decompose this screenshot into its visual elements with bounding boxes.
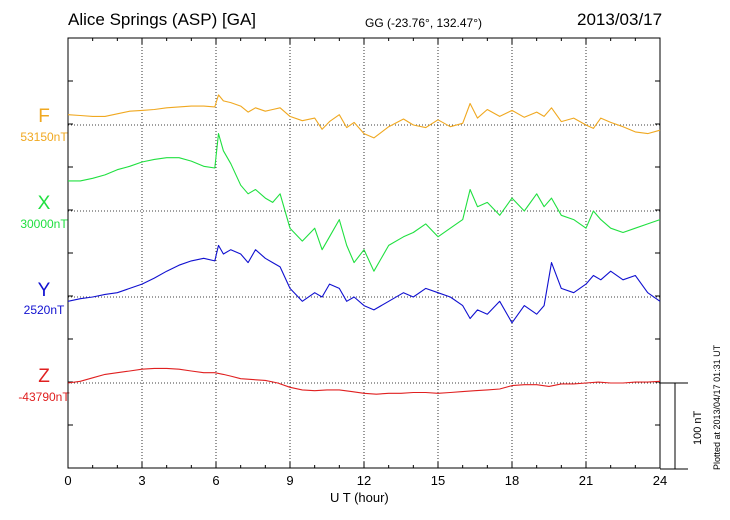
series-label-f: F — [38, 106, 50, 127]
series-baseline-z: -43790nT — [18, 390, 70, 404]
series-line-x — [68, 133, 661, 272]
x-tick-label: 0 — [64, 473, 71, 488]
plotted-timestamp: Plotted at 2013/04/17 01:31 UT — [712, 344, 722, 470]
x-tick-label: 12 — [357, 473, 371, 488]
x-tick-label: 15 — [431, 473, 445, 488]
x-tick-label: 24 — [653, 473, 667, 488]
x-tick-label: 9 — [286, 473, 293, 488]
series-line-y — [67, 244, 661, 324]
plot-date: 2013/03/17 — [577, 10, 663, 29]
x-tick-label: 3 — [138, 473, 145, 488]
series-line-z — [67, 367, 661, 395]
series-baseline-x: 30000nT — [20, 217, 68, 231]
series-label-x: X — [37, 193, 51, 214]
scale-bar-label: 100 nT — [692, 410, 704, 445]
series-baseline-f: 53150nT — [20, 130, 68, 144]
station-title: Alice Springs (ASP) [GA] — [68, 10, 257, 29]
series-label-z: Z — [38, 366, 50, 387]
x-tick-label: 21 — [579, 473, 593, 488]
x-tick-label: 18 — [505, 473, 519, 488]
series-baseline-y: 2520nT — [23, 303, 65, 317]
x-tick-label: 6 — [212, 473, 219, 488]
series-label-y: Y — [37, 280, 51, 301]
plot-frame — [67, 37, 661, 469]
station-coordinates: GG (-23.76°, 132.47°) — [365, 16, 482, 30]
series-line-f — [67, 94, 661, 139]
x-axis-label: U T (hour) — [330, 490, 389, 505]
